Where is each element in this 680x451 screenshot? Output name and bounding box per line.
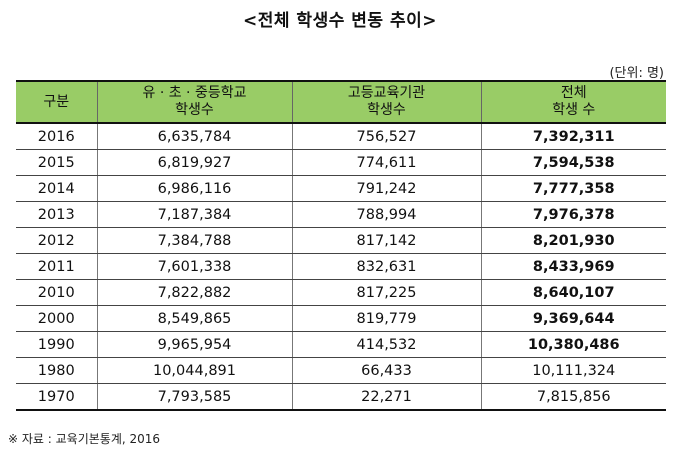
cell-total-students: 8,201,930 <box>480 227 666 254</box>
cell-higher-education-students: 791,242 <box>291 175 482 202</box>
cell-year: 2000 <box>16 305 98 332</box>
cell-school-students: 6,635,784 <box>96 123 293 150</box>
table-row: 1970 7,793,585 22,271 7,815,856 <box>16 383 666 411</box>
header-higher-line1: 고등교육기관 <box>347 85 426 101</box>
cell-year: 1970 <box>16 383 98 411</box>
cell-higher-education-students: 819,779 <box>291 305 482 332</box>
header-total-line1: 전체 <box>560 85 587 101</box>
cell-year: 2010 <box>16 279 98 306</box>
cell-higher-education-students: 22,271 <box>291 383 482 411</box>
cell-school-students: 7,601,338 <box>96 253 293 280</box>
table-row: 2012 7,384,788 817,142 8,201,930 <box>16 227 666 254</box>
cell-total-students: 8,433,969 <box>480 253 666 280</box>
header-school-students: 유 · 초 · 중등학교 학생수 <box>96 80 293 124</box>
cell-school-students: 7,822,882 <box>96 279 293 306</box>
cell-total-students: 10,380,486 <box>480 331 666 358</box>
table-header-row: 구분 유 · 초 · 중등학교 학생수 고등교육기관 학생수 전체 학생 수 <box>16 80 666 124</box>
header-total-line2: 학생 수 <box>552 102 596 118</box>
cell-higher-education-students: 414,532 <box>291 331 482 358</box>
table-body: 2016 6,635,784 756,527 7,392,311 2015 6,819,9… <box>16 123 666 411</box>
cell-year: 2016 <box>16 123 98 150</box>
cell-total-students: 8,640,107 <box>480 279 666 306</box>
cell-higher-education-students: 817,142 <box>291 227 482 254</box>
cell-higher-education-students: 817,225 <box>291 279 482 306</box>
cell-school-students: 6,819,927 <box>96 149 293 176</box>
cell-school-students: 10,044,891 <box>96 357 293 384</box>
source-note: ※ 자료 : 교육기본통계, 2016 <box>8 432 161 446</box>
header-school-line2: 학생수 <box>175 102 214 118</box>
cell-year: 1980 <box>16 357 98 384</box>
cell-higher-education-students: 774,611 <box>291 149 482 176</box>
cell-total-students: 7,976,378 <box>480 201 666 228</box>
table-row: 2014 6,986,116 791,242 7,777,358 <box>16 175 666 202</box>
header-school-line1: 유 · 초 · 중등학교 <box>142 85 247 101</box>
header-category-line1: 구분 <box>43 93 70 110</box>
table-row: 2016 6,635,784 756,527 7,392,311 <box>16 123 666 150</box>
cell-school-students: 7,793,585 <box>96 383 293 411</box>
table-row: 1990 9,965,954 414,532 10,380,486 <box>16 331 666 358</box>
table-row: 2015 6,819,927 774,611 7,594,538 <box>16 149 666 176</box>
cell-higher-education-students: 66,433 <box>291 357 482 384</box>
header-higher-education-students: 고등교육기관 학생수 <box>291 80 482 124</box>
cell-school-students: 9,965,954 <box>96 331 293 358</box>
table-row: 1980 10,044,891 66,433 10,111,324 <box>16 357 666 384</box>
cell-higher-education-students: 788,994 <box>291 201 482 228</box>
header-total-students: 전체 학생 수 <box>480 80 666 124</box>
cell-total-students: 7,815,856 <box>480 383 666 411</box>
unit-label: (단위: 명) <box>609 66 664 81</box>
student-count-table: 구분 유 · 초 · 중등학교 학생수 고등교육기관 학생수 전체 학생 수 2… <box>16 80 666 411</box>
cell-school-students: 7,187,384 <box>96 201 293 228</box>
cell-year: 2014 <box>16 175 98 202</box>
cell-school-students: 6,986,116 <box>96 175 293 202</box>
cell-total-students: 9,369,644 <box>480 305 666 332</box>
header-higher-line2: 학생수 <box>367 102 406 118</box>
table-row: 2013 7,187,384 788,994 7,976,378 <box>16 201 666 228</box>
cell-total-students: 7,392,311 <box>480 123 666 150</box>
table-row: 2011 7,601,338 832,631 8,433,969 <box>16 253 666 280</box>
cell-total-students: 10,111,324 <box>480 357 666 384</box>
header-category: 구분 <box>16 80 98 124</box>
cell-year: 2011 <box>16 253 98 280</box>
cell-total-students: 7,777,358 <box>480 175 666 202</box>
cell-year: 1990 <box>16 331 98 358</box>
cell-higher-education-students: 756,527 <box>291 123 482 150</box>
table-row: 2010 7,822,882 817,225 8,640,107 <box>16 279 666 306</box>
cell-year: 2015 <box>16 149 98 176</box>
table-row: 2000 8,549,865 819,779 9,369,644 <box>16 305 666 332</box>
cell-total-students: 7,594,538 <box>480 149 666 176</box>
cell-school-students: 8,549,865 <box>96 305 293 332</box>
cell-year: 2013 <box>16 201 98 228</box>
cell-school-students: 7,384,788 <box>96 227 293 254</box>
cell-year: 2012 <box>16 227 98 254</box>
page-title: <전체 학생수 변동 추이> <box>242 11 437 31</box>
cell-higher-education-students: 832,631 <box>291 253 482 280</box>
